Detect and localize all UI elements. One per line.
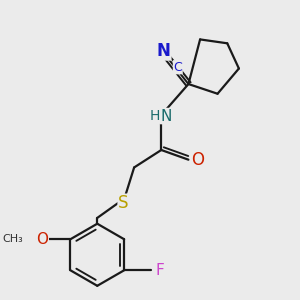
Text: C: C xyxy=(173,61,182,74)
Text: F: F xyxy=(156,263,164,278)
Text: CH₃: CH₃ xyxy=(2,234,23,244)
Text: O: O xyxy=(36,232,48,247)
Text: S: S xyxy=(118,194,129,212)
Text: H: H xyxy=(149,109,160,123)
Text: N: N xyxy=(160,109,172,124)
Text: N: N xyxy=(157,42,171,60)
Text: O: O xyxy=(191,151,204,169)
